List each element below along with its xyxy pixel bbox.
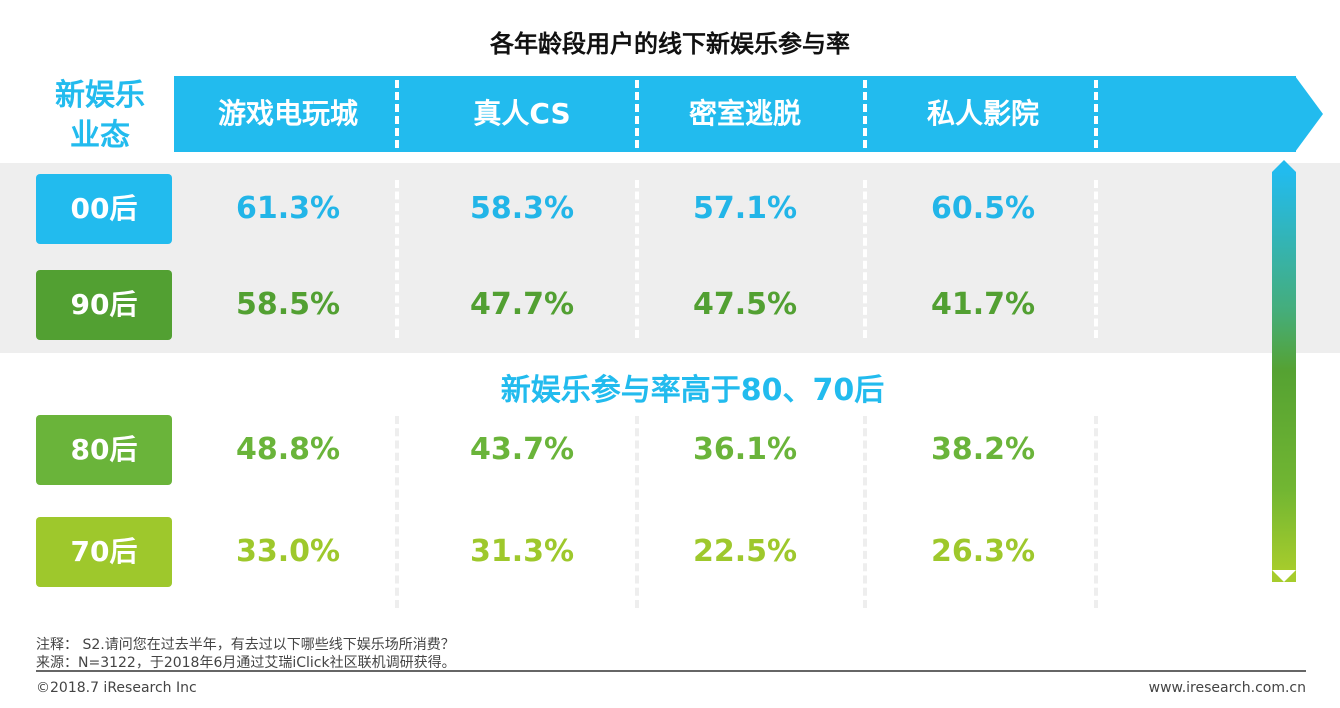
- corner-label: 新娱乐 业态: [30, 76, 170, 156]
- row-label: 90后: [36, 270, 172, 340]
- corner-label-line2: 业态: [70, 118, 130, 153]
- footer-divider: [36, 670, 1306, 672]
- website: www.iresearch.com.cn: [1148, 680, 1306, 696]
- gradient-arrow-head: [1272, 160, 1296, 172]
- header-separator: [635, 80, 639, 148]
- chart-title: 各年龄段用户的线下新娱乐参与率: [490, 30, 850, 58]
- header-separator: [395, 80, 399, 148]
- gradient-arrow-tail: [1272, 570, 1296, 582]
- data-cell: 57.1%: [692, 191, 798, 226]
- column-separator: [635, 416, 639, 608]
- header-separator: [863, 80, 867, 148]
- data-cell: 47.5%: [692, 287, 798, 322]
- column-separator: [1094, 416, 1098, 608]
- column-separator: [863, 416, 867, 608]
- row-label: 00后: [36, 174, 172, 244]
- data-cell: 33.0%: [235, 534, 341, 569]
- data-cell: 43.7%: [469, 432, 575, 467]
- data-cell: 22.5%: [692, 534, 798, 569]
- column-separator: [863, 180, 867, 338]
- corner-label-line1: 新娱乐: [55, 78, 145, 113]
- annotation: 新娱乐参与率高于80、70后: [500, 373, 885, 408]
- copyright: ©2018.7 iResearch Inc: [36, 680, 197, 696]
- header-separator: [1094, 80, 1098, 148]
- data-cell: 58.5%: [235, 287, 341, 322]
- column-header: 密室逃脱: [688, 97, 801, 130]
- highlight-band: [0, 163, 1340, 353]
- header-band: [174, 76, 1296, 152]
- data-cell: 41.7%: [930, 287, 1036, 322]
- column-header: 真人CS: [473, 97, 571, 130]
- column-header: 游戏电玩城: [217, 97, 358, 130]
- column-separator: [395, 180, 399, 338]
- row-label: 70后: [36, 517, 172, 587]
- data-cell: 61.3%: [235, 191, 341, 226]
- data-cell: 58.3%: [469, 191, 575, 226]
- footnote: 注释： S2.请问您在过去半年，有去过以下哪些线下娱乐场所消费？: [36, 637, 455, 653]
- data-cell: 31.3%: [469, 534, 575, 569]
- source-note: 来源：N=3122，于2018年6月通过艾瑞iClick社区联机调研获得。: [36, 655, 456, 671]
- data-cell: 47.7%: [469, 287, 575, 322]
- column-header: 私人影院: [926, 97, 1039, 130]
- column-separator: [1094, 180, 1098, 338]
- column-separator: [635, 180, 639, 338]
- data-cell: 60.5%: [930, 191, 1036, 226]
- row-label: 80后: [36, 415, 172, 485]
- header-arrow-tip: [1295, 76, 1323, 152]
- data-cell: 38.2%: [930, 432, 1036, 467]
- data-cell: 48.8%: [235, 432, 341, 467]
- column-separator: [395, 416, 399, 608]
- data-cell: 26.3%: [930, 534, 1036, 569]
- data-cell: 36.1%: [692, 432, 798, 467]
- gradient-arrow: [1272, 172, 1296, 570]
